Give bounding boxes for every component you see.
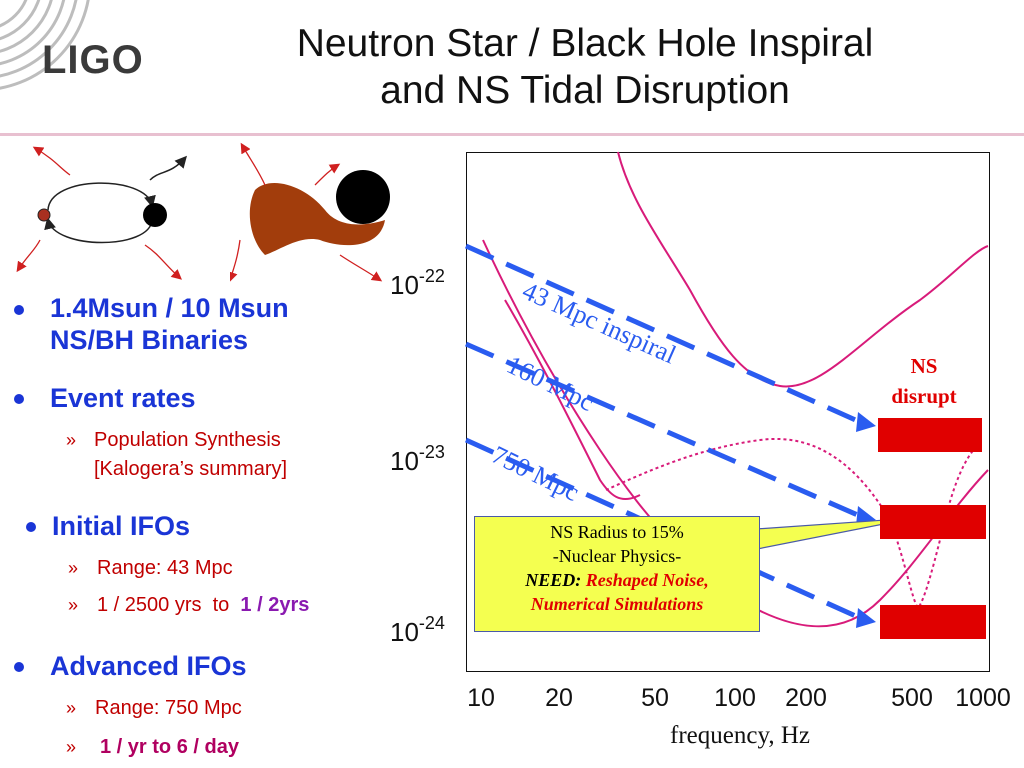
ns-disrupt-bar-750 (880, 605, 986, 639)
ns-disrupt-label: NS disrupt (874, 351, 974, 411)
range-line-160-mpc (464, 341, 862, 519)
bullet-dot (14, 662, 24, 672)
callout-line3: NEED: Reshaped Noise, (475, 568, 759, 592)
y-tick-exp: -23 (418, 442, 445, 462)
logo-text: LIGO (42, 38, 144, 82)
arrowhead-43 (856, 412, 876, 432)
sub-bullet-marker: » (66, 430, 77, 450)
ns-disrupt-bar-43 (878, 418, 982, 452)
x-tick-500: 500 (891, 684, 933, 712)
x-tick-200: 200 (785, 684, 827, 712)
title-line-1: Neutron Star / Black Hole Inspiral (296, 22, 874, 65)
x-tick-20: 20 (545, 684, 573, 712)
sub-population-line2: [Kalogera’s summary] (94, 458, 288, 480)
sub-bullet-marker: » (66, 698, 77, 718)
y-tick-base: 10 (390, 446, 419, 476)
ns-disrupt-line2: disrupt (891, 384, 957, 408)
range-line-750-mpc (464, 437, 862, 621)
y-tick-base: 10 (390, 617, 419, 647)
noise-curve-sqz (504, 299, 641, 500)
x-tick-100: 100 (714, 684, 756, 712)
tidal-disruption-illustration (230, 142, 390, 283)
binary-orbit-illustration (16, 146, 187, 280)
noise-curve-initial (617, 151, 989, 388)
sub-bullet-marker: » (66, 737, 77, 757)
y-tick-exp: -22 (418, 266, 445, 286)
bullet-binaries-line2: NS/BH Binaries (50, 325, 249, 355)
title-line-2: and NS Tidal Disruption (380, 69, 790, 112)
y-tick-exp: -24 (418, 613, 445, 633)
bullet-dot (14, 305, 24, 315)
x-tick-50: 50 (641, 684, 669, 712)
sub-population-line1: Population Synthesis (94, 429, 281, 451)
bullet-event-rates: Event rates (50, 383, 196, 413)
sub-population-synthesis: Population Synthesis [Kalogera’s summary… (94, 426, 287, 484)
y-tick-1e-24: 10-24 (390, 613, 445, 648)
title-divider (0, 133, 1024, 136)
initial-rate-high: 1 / 2yrs (240, 594, 310, 616)
initial-rate-low: 1 / 2500 yrs to (97, 594, 241, 616)
chart-frame (466, 152, 990, 672)
x-tick-10: 10 (467, 684, 495, 712)
sub-initial-rate: 1 / 2500 yrs to 1 / 2yrs (97, 591, 309, 620)
sub-bullet-marker: » (68, 558, 79, 578)
y-tick-1e-23: 10-23 (390, 442, 445, 477)
callout-need-label: NEED: (525, 570, 582, 590)
bullet-dot (26, 522, 36, 532)
y-tick-1e-22: 10-22 (390, 266, 445, 301)
callout-line1: NS Radius to 15% (550, 522, 684, 542)
sub-advanced-rate: 1 / yr to 6 / day (100, 736, 239, 758)
slide-title: Neutron Star / Black Hole Inspiral and N… (190, 20, 980, 114)
callout-box: NS Radius to 15% -Nuclear Physics- NEED:… (474, 516, 760, 632)
x-axis-label: frequency, Hz (670, 722, 810, 749)
callout-need-value: Reshaped Noise, (585, 570, 709, 590)
bullet-binaries: 1.4Msun / 10 Msun NS/BH Binaries (50, 292, 289, 356)
callout-line4: Numerical Simulations (530, 594, 704, 614)
x-tick-1000: 1000 (955, 684, 1011, 712)
ns-disrupt-bar-160 (880, 505, 986, 539)
bullet-dot (14, 394, 24, 404)
bullet-advanced-ifos: Advanced IFOs (50, 651, 247, 681)
callout-line2: -Nuclear Physics- (552, 546, 682, 566)
bullet-initial-ifos: Initial IFOs (52, 511, 191, 541)
sub-bullet-marker: » (68, 595, 79, 615)
sub-advanced-range: Range: 750 Mpc (95, 697, 242, 719)
sub-initial-range: Range: 43 Mpc (97, 557, 233, 579)
ns-disrupt-line1: NS (910, 354, 938, 378)
arrowhead-750 (856, 608, 876, 628)
range-line-43-mpc (464, 243, 862, 425)
bullet-binaries-line1: 1.4Msun / 10 Msun (50, 293, 289, 323)
y-tick-base: 10 (390, 270, 419, 300)
